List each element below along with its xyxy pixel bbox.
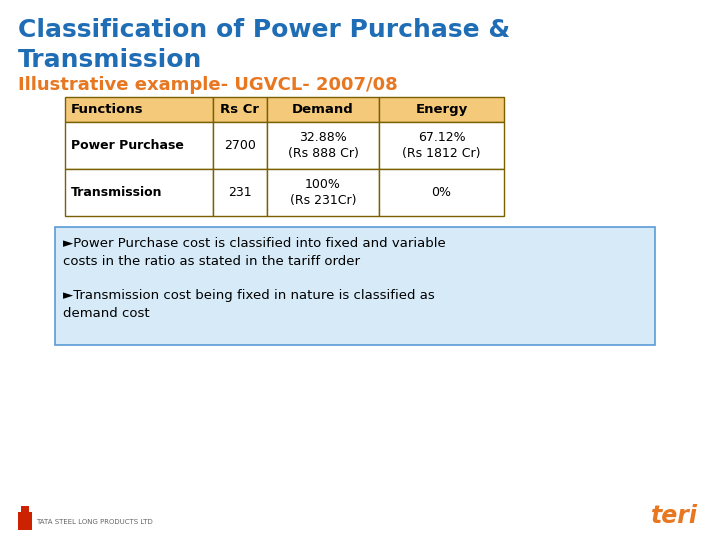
Text: Classification of Power Purchase &: Classification of Power Purchase & xyxy=(18,18,510,42)
Bar xyxy=(267,169,379,216)
Text: teri: teri xyxy=(651,504,698,528)
Text: 0%: 0% xyxy=(431,186,451,199)
Bar xyxy=(65,169,213,216)
Text: Power Purchase: Power Purchase xyxy=(71,139,184,152)
Bar xyxy=(267,122,379,169)
Text: Transmission: Transmission xyxy=(18,48,202,72)
Text: 32.88%
(Rs 888 Cr): 32.88% (Rs 888 Cr) xyxy=(287,131,359,160)
Text: 231: 231 xyxy=(228,186,252,199)
Text: Functions: Functions xyxy=(71,103,143,116)
Text: Demand: Demand xyxy=(292,103,354,116)
Text: 2700: 2700 xyxy=(224,139,256,152)
Bar xyxy=(267,97,379,122)
Bar xyxy=(213,97,267,122)
Text: Transmission: Transmission xyxy=(71,186,163,199)
Bar xyxy=(213,169,267,216)
Text: 100%
(Rs 231Cr): 100% (Rs 231Cr) xyxy=(289,178,356,207)
Text: TATA STEEL LONG PRODUCTS LTD: TATA STEEL LONG PRODUCTS LTD xyxy=(36,519,153,525)
Bar xyxy=(379,122,504,169)
Bar xyxy=(55,227,655,345)
Text: Illustrative example- UGVCL- 2007/08: Illustrative example- UGVCL- 2007/08 xyxy=(18,76,397,94)
Text: Energy: Energy xyxy=(415,103,467,116)
Bar xyxy=(65,122,213,169)
Bar xyxy=(65,97,213,122)
Text: ►Power Purchase cost is classified into fixed and variable
costs in the ratio as: ►Power Purchase cost is classified into … xyxy=(63,237,446,268)
Bar xyxy=(213,122,267,169)
Bar xyxy=(379,169,504,216)
Bar xyxy=(18,512,32,530)
Text: ►Transmission cost being fixed in nature is classified as
demand cost: ►Transmission cost being fixed in nature… xyxy=(63,289,435,320)
Text: 67.12%
(Rs 1812 Cr): 67.12% (Rs 1812 Cr) xyxy=(402,131,481,160)
Bar xyxy=(21,506,29,512)
Text: Rs Cr: Rs Cr xyxy=(220,103,259,116)
Bar xyxy=(379,97,504,122)
